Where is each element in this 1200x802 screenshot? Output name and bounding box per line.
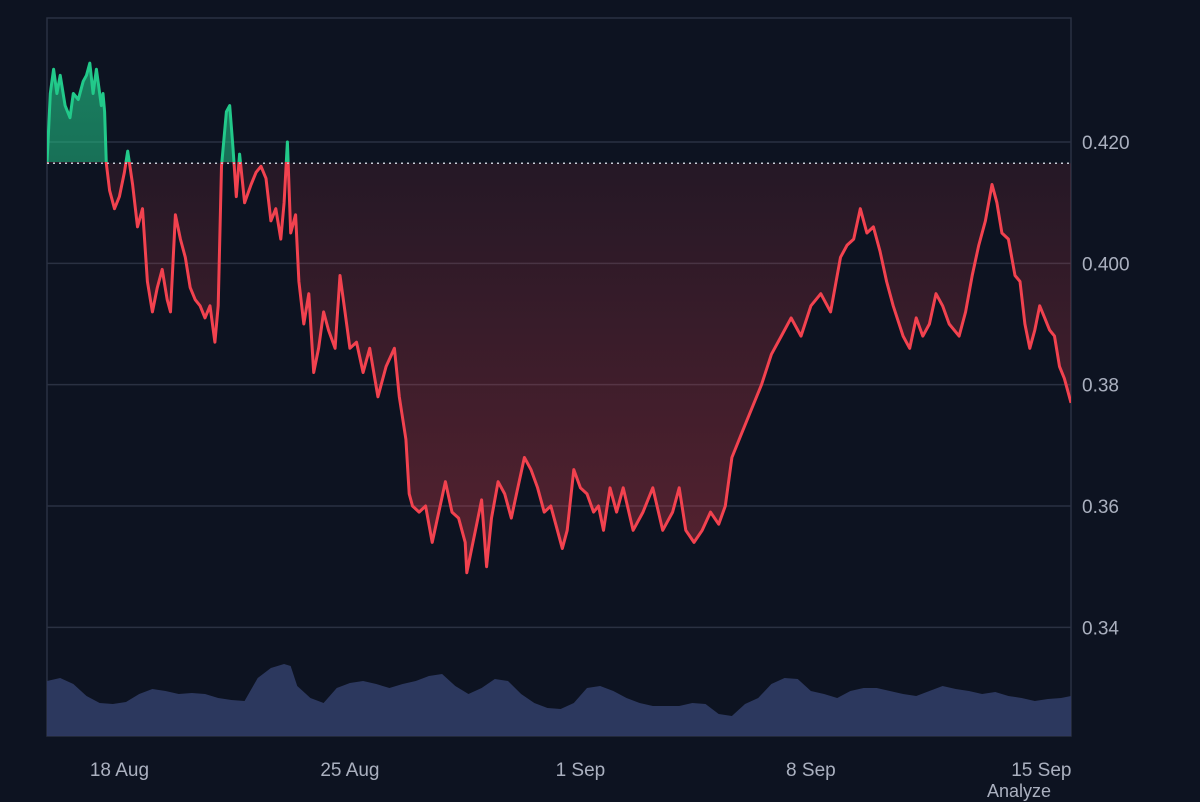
analyze-link[interactable]: Analyze [987, 781, 1052, 801]
series-line-down [47, 162, 1071, 575]
x-tick-label: 18 Aug [90, 760, 149, 781]
x-tick-label: 8 Sep [786, 760, 836, 781]
y-axis: 0.420 0.400 0.38 0.36 0.34 [1082, 133, 1130, 639]
y-tick-label: 0.34 [1082, 618, 1119, 639]
volume-bars [47, 664, 1071, 736]
y-tick-label: 0.420 [1082, 133, 1130, 154]
y-tick-label: 0.36 [1082, 497, 1119, 518]
area-below-baseline [47, 162, 1071, 573]
x-tick-label: 25 Aug [320, 760, 379, 781]
x-tick-label: 1 Sep [556, 760, 606, 781]
price-area [47, 63, 1071, 573]
y-tick-label: 0.38 [1082, 376, 1119, 397]
price-line [47, 61, 1071, 575]
volume-area [47, 664, 1071, 736]
x-tick-label: 15 Sep [1011, 760, 1071, 781]
x-axis: 18 Aug 25 Aug 1 Sep 8 Sep 15 Sep [90, 760, 1072, 781]
y-tick-label: 0.400 [1082, 254, 1130, 275]
area-above-baseline [47, 63, 289, 162]
